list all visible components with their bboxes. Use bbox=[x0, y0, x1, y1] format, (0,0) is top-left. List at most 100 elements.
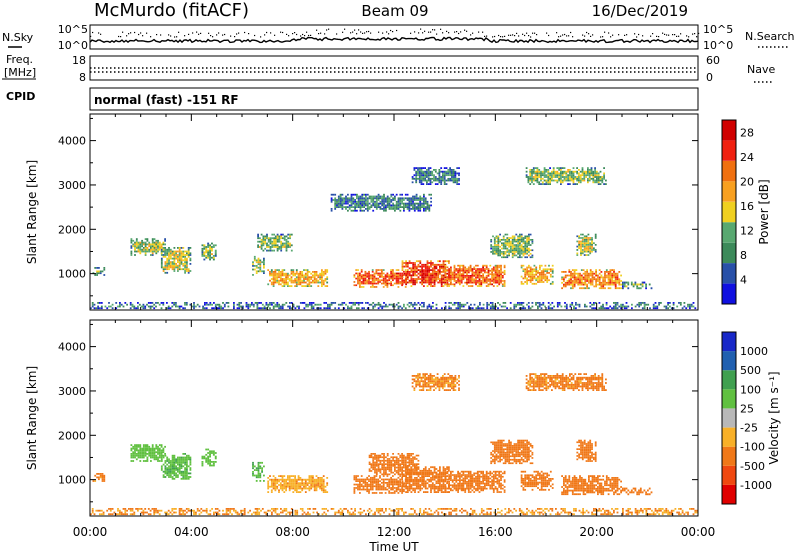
echo-cell bbox=[188, 254, 190, 256]
echo-cell bbox=[559, 304, 561, 306]
echo-cell bbox=[98, 271, 100, 273]
echo-cell bbox=[138, 450, 140, 452]
echo-cell bbox=[412, 178, 414, 180]
echo-cell bbox=[419, 273, 421, 275]
echo-cell bbox=[565, 282, 567, 284]
echo-cell bbox=[155, 457, 157, 459]
echo-cell bbox=[432, 276, 434, 278]
echo-cell bbox=[325, 307, 327, 309]
echo-cell bbox=[432, 280, 434, 282]
echo-cell bbox=[488, 268, 490, 270]
echo-cell bbox=[530, 307, 532, 309]
echo-cell bbox=[503, 242, 505, 244]
power-colorbar-swatch bbox=[722, 120, 736, 140]
echo-cell bbox=[359, 492, 361, 494]
echo-cell bbox=[289, 278, 291, 280]
echo-cell bbox=[168, 307, 170, 309]
echo-cell bbox=[399, 210, 401, 212]
echo-cell bbox=[475, 270, 477, 272]
echo-cell bbox=[273, 282, 275, 284]
echo-cell bbox=[124, 302, 126, 304]
echo-cell bbox=[580, 234, 582, 236]
echo-cell bbox=[497, 267, 499, 269]
echo-cell bbox=[165, 265, 167, 267]
echo-cell bbox=[530, 256, 532, 258]
echo-cell bbox=[259, 237, 261, 239]
echo-cell bbox=[430, 276, 432, 278]
echo-cell bbox=[317, 481, 319, 483]
echo-cell bbox=[298, 306, 300, 308]
echo-cell bbox=[177, 251, 179, 253]
echo-cell bbox=[139, 446, 141, 448]
echo-cell bbox=[390, 206, 392, 208]
echo-cell bbox=[572, 282, 574, 284]
echo-cell bbox=[251, 302, 253, 304]
echo-cell bbox=[356, 201, 358, 203]
echo-cell bbox=[276, 273, 278, 275]
echo-cell bbox=[588, 254, 590, 256]
echo-cell bbox=[547, 176, 549, 178]
echo-cell bbox=[256, 265, 258, 267]
echo-cell bbox=[592, 282, 594, 284]
noise-search-dot bbox=[602, 36, 603, 37]
echo-cell bbox=[545, 268, 547, 270]
echo-cell bbox=[398, 208, 400, 210]
echo-cell bbox=[172, 254, 174, 256]
echo-cell bbox=[321, 488, 323, 490]
echo-cell bbox=[152, 245, 154, 247]
echo-cell bbox=[152, 450, 154, 452]
echo-cell bbox=[405, 269, 407, 271]
echo-cell bbox=[546, 171, 548, 173]
echo-cell bbox=[638, 306, 640, 308]
echo-cell bbox=[609, 306, 611, 308]
echo-cell bbox=[172, 258, 174, 260]
echo-cell bbox=[489, 282, 491, 284]
echo-cell bbox=[342, 201, 344, 203]
echo-cell bbox=[276, 488, 278, 490]
echo-cell bbox=[432, 269, 434, 271]
echo-cell bbox=[517, 237, 519, 239]
echo-cell bbox=[301, 271, 303, 273]
echo-cell bbox=[259, 270, 261, 272]
echo-cell bbox=[458, 183, 460, 185]
echo-cell bbox=[414, 275, 416, 277]
echo-cell bbox=[351, 210, 353, 212]
echo-cell bbox=[168, 458, 170, 460]
echo-cell bbox=[473, 267, 475, 269]
echo-cell bbox=[179, 258, 181, 260]
echo-cell bbox=[131, 457, 133, 459]
echo-cell bbox=[296, 486, 298, 488]
noise-search-dot bbox=[352, 32, 353, 33]
echo-cell bbox=[464, 275, 466, 277]
echo-cell bbox=[409, 262, 411, 264]
echo-cell bbox=[374, 205, 376, 207]
echo-cell bbox=[598, 180, 600, 182]
echo-cell bbox=[303, 278, 305, 280]
echo-cell bbox=[383, 210, 385, 212]
echo-cell bbox=[175, 263, 177, 265]
echo-cell bbox=[441, 283, 443, 285]
echo-cell bbox=[184, 261, 186, 263]
echo-cell bbox=[289, 302, 291, 304]
echo-cell bbox=[475, 282, 477, 284]
noise-search-dot bbox=[454, 32, 455, 33]
echo-cell bbox=[497, 273, 499, 275]
echo-cell bbox=[504, 265, 506, 267]
echo-cell bbox=[359, 484, 361, 486]
echo-cell bbox=[370, 281, 372, 283]
echo-cell bbox=[491, 268, 493, 270]
echo-cell bbox=[611, 277, 613, 279]
echo-cell bbox=[287, 234, 289, 236]
echo-cell bbox=[451, 176, 453, 178]
echo-cell bbox=[559, 302, 561, 304]
echo-cell bbox=[447, 267, 449, 269]
echo-cell bbox=[174, 258, 176, 260]
echo-cell bbox=[396, 206, 398, 208]
echo-cell bbox=[392, 273, 394, 275]
echo-cell bbox=[421, 181, 423, 183]
echo-cell bbox=[573, 167, 575, 169]
echo-cell bbox=[338, 199, 340, 201]
echo-cell bbox=[544, 183, 546, 185]
echo-cell bbox=[647, 304, 649, 306]
echo-cell bbox=[430, 264, 432, 266]
